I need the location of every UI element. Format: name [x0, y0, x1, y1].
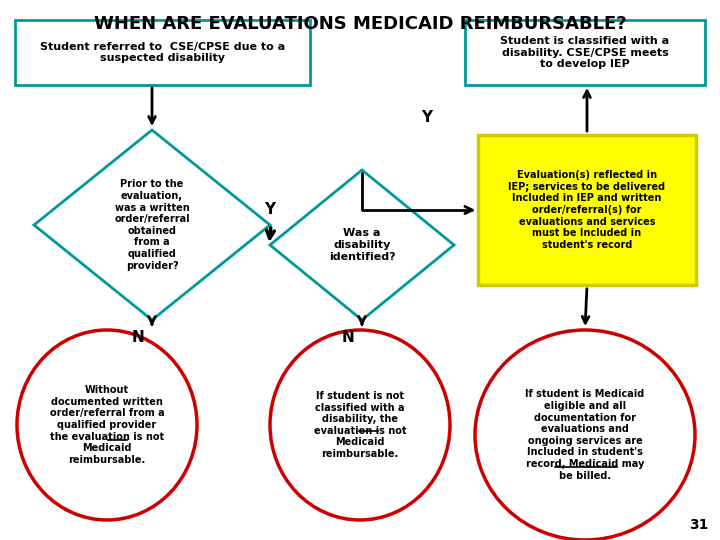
Text: WHEN ARE EVALUATIONS MEDICAID REIMBURSABLE?: WHEN ARE EVALUATIONS MEDICAID REIMBURSAB… — [94, 15, 626, 33]
FancyBboxPatch shape — [465, 20, 705, 85]
Ellipse shape — [17, 330, 197, 520]
Ellipse shape — [270, 330, 450, 520]
Text: Without
documented written
order/referral from a
qualified provider
the evaluati: Without documented written order/referra… — [50, 385, 164, 465]
Text: N: N — [341, 330, 354, 345]
Text: Student referred to  CSE/CPSE due to a
suspected disability: Student referred to CSE/CPSE due to a su… — [40, 42, 285, 63]
FancyBboxPatch shape — [15, 20, 310, 85]
Text: Y: Y — [264, 202, 276, 217]
Text: Prior to the
evaluation,
was a written
order/referral
obtained
from a
qualified
: Prior to the evaluation, was a written o… — [114, 179, 190, 271]
Polygon shape — [34, 130, 270, 320]
Text: Was a
disability
identified?: Was a disability identified? — [329, 228, 395, 261]
Text: Evaluation(s) reflected in
IEP; services to be delivered
Included in IEP and wri: Evaluation(s) reflected in IEP; services… — [508, 170, 665, 250]
Text: If student is not
classified with a
disability, the
evaluation is not
Medicaid
r: If student is not classified with a disa… — [314, 391, 406, 459]
FancyBboxPatch shape — [478, 135, 696, 285]
Polygon shape — [270, 170, 454, 320]
Text: If student is Medicaid
eligible and all
documentation for
evaluations and
ongoin: If student is Medicaid eligible and all … — [526, 389, 644, 481]
Text: 31: 31 — [688, 518, 708, 532]
Ellipse shape — [475, 330, 695, 540]
Text: Y: Y — [421, 111, 433, 125]
Text: Student is classified with a
disability. CSE/CPSE meets
to develop IEP: Student is classified with a disability.… — [500, 36, 670, 69]
Text: N: N — [132, 330, 145, 345]
